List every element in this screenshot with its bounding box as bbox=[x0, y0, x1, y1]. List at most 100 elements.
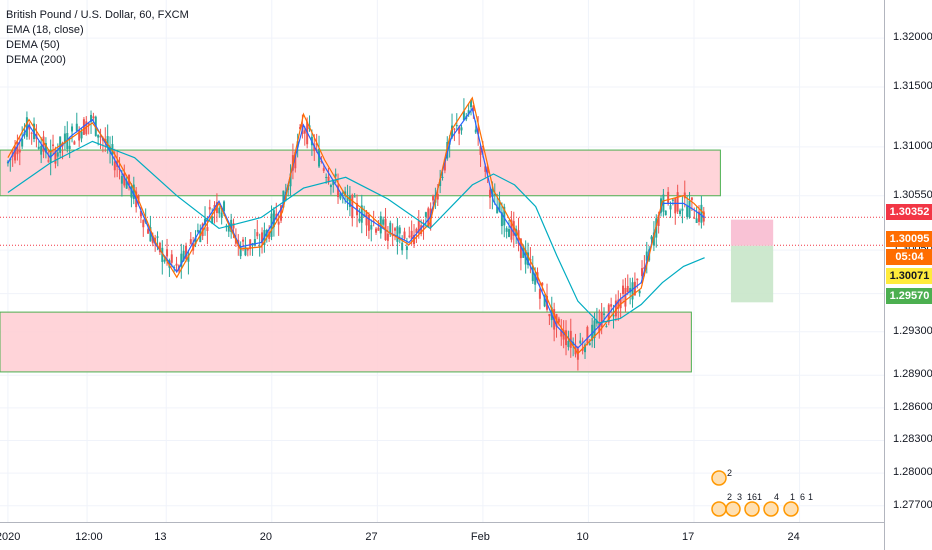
candle-body bbox=[586, 326, 589, 344]
position-target-zone bbox=[730, 245, 774, 303]
candle-body bbox=[256, 232, 259, 237]
price-tick-label: 1.27700 bbox=[893, 498, 932, 511]
price-tick-label: 1.28600 bbox=[893, 400, 932, 413]
candle-body bbox=[99, 135, 102, 138]
series-line bbox=[7, 96, 706, 355]
candle-body bbox=[47, 160, 50, 162]
candle-body bbox=[187, 254, 190, 262]
candle-body bbox=[405, 246, 408, 251]
candle-body bbox=[18, 149, 21, 153]
candle-body bbox=[139, 210, 142, 217]
chart-pane[interactable]: 2 2 3 16 1 4 1 6 1 British Pound / U.S. Dollar, … bbox=[0, 0, 884, 522]
candle-body bbox=[667, 191, 670, 203]
candle-body bbox=[80, 131, 83, 139]
event-badge bbox=[711, 501, 727, 517]
candle-body bbox=[398, 227, 401, 234]
candle-body bbox=[189, 239, 192, 244]
candle-body bbox=[474, 129, 477, 133]
candle-body bbox=[356, 203, 359, 216]
chart-legend: British Pound / U.S. Dollar, 60, FXCM EM… bbox=[6, 8, 189, 68]
series-line bbox=[7, 140, 705, 324]
price-tag: 1.30352 bbox=[886, 204, 932, 220]
candle-body bbox=[498, 200, 501, 212]
price-tag: 05:04 bbox=[886, 249, 932, 265]
candle-body bbox=[318, 148, 321, 167]
price-tag: 1.30095 bbox=[886, 231, 932, 247]
candle-body bbox=[581, 348, 584, 351]
candle-body bbox=[458, 126, 461, 134]
candle-body bbox=[534, 274, 537, 285]
candle-body bbox=[282, 190, 285, 208]
candle-body bbox=[467, 110, 470, 115]
candle-body bbox=[370, 225, 373, 230]
position-layer bbox=[730, 219, 774, 303]
candle-body bbox=[348, 195, 351, 207]
candle-body bbox=[52, 144, 55, 147]
candle-body bbox=[410, 230, 413, 240]
legend-dema200[interactable]: DEMA (200) bbox=[6, 54, 66, 66]
candle-body bbox=[261, 232, 264, 244]
candle-body bbox=[367, 214, 370, 231]
candle-body bbox=[120, 176, 123, 184]
candle-body bbox=[676, 192, 679, 212]
candle-body bbox=[332, 180, 335, 185]
candle-body bbox=[610, 304, 613, 307]
candle-body bbox=[175, 263, 178, 266]
candle-body bbox=[560, 330, 563, 337]
candle-body bbox=[643, 267, 646, 270]
time-tick-label: Feb bbox=[470, 531, 490, 543]
candle-body bbox=[329, 184, 332, 188]
candle-body bbox=[652, 232, 655, 246]
candle-body bbox=[455, 125, 458, 127]
candle-body bbox=[218, 207, 221, 214]
candle-body bbox=[14, 146, 17, 161]
candle-body bbox=[268, 231, 271, 239]
price-tick-label: 1.29300 bbox=[893, 324, 932, 337]
candle-body bbox=[365, 211, 368, 226]
candle-body bbox=[75, 123, 78, 131]
time-scale[interactable]: 2020 12:00 13 20 27 Feb 10 17 24 bbox=[0, 522, 884, 550]
candle-body bbox=[389, 222, 392, 235]
candle-body bbox=[16, 141, 19, 155]
candle-body bbox=[294, 151, 297, 169]
candle-body bbox=[201, 223, 204, 237]
candle-body bbox=[204, 218, 207, 225]
candle-body bbox=[211, 216, 214, 224]
candle-body bbox=[394, 228, 397, 231]
candle-body bbox=[109, 146, 112, 152]
candle-body bbox=[508, 229, 511, 237]
candle-body bbox=[327, 176, 330, 183]
time-tick-label: 10 bbox=[576, 531, 589, 543]
candle-body bbox=[579, 340, 582, 344]
price-tick-label: 1.28900 bbox=[893, 368, 932, 381]
price-tick-label: 1.31500 bbox=[893, 80, 932, 92]
price-scale[interactable]: 1.27700 1.28000 1.28300 1.28600 1.28900 1.293… bbox=[884, 0, 932, 550]
candle-body bbox=[37, 146, 40, 149]
candle-body bbox=[151, 237, 154, 244]
candle-body bbox=[346, 196, 349, 201]
candle-body bbox=[303, 130, 306, 134]
candle-body bbox=[503, 206, 506, 226]
event-badge-count: 16 bbox=[747, 492, 757, 502]
time-tick-label: 12:00 bbox=[75, 531, 103, 543]
legend-dema50[interactable]: DEMA (50) bbox=[6, 39, 60, 51]
price-chart[interactable]: 22 3 16 1 4 1 6 1 bbox=[0, 0, 884, 522]
candle-body bbox=[669, 205, 672, 210]
candle-body bbox=[491, 188, 494, 198]
candle-body bbox=[681, 208, 684, 211]
candle-body bbox=[73, 141, 76, 145]
zone-layer bbox=[0, 149, 721, 373]
candle-body bbox=[683, 192, 686, 199]
price-tick-label: 1.28000 bbox=[893, 466, 932, 479]
candle-body bbox=[33, 123, 36, 140]
legend-ema[interactable]: EMA (18, close) bbox=[6, 24, 84, 36]
candle-body bbox=[415, 228, 418, 233]
event-badge bbox=[744, 501, 760, 517]
candle-body bbox=[194, 237, 197, 245]
candle-body bbox=[626, 285, 629, 293]
candle-body bbox=[612, 315, 615, 317]
price-tick-label: 1.31000 bbox=[893, 139, 932, 152]
candle-body bbox=[130, 186, 133, 198]
candle-body bbox=[543, 295, 546, 307]
hline-layer bbox=[0, 216, 884, 246]
